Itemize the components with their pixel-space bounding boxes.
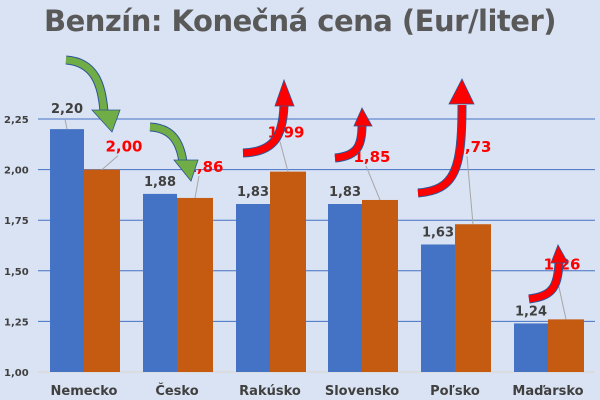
- category-label: Maďarsko: [512, 384, 583, 399]
- leader-line: [466, 156, 474, 225]
- leader-line: [101, 155, 119, 170]
- leader-line: [64, 119, 68, 130]
- arrow-shaft: [417, 104, 466, 197]
- arrow-head: [550, 244, 569, 264]
- arrow-shaft: [65, 56, 108, 113]
- chart-title: Benzín: Konečná cena (Eur/liter): [43, 4, 557, 38]
- bar-series1: [421, 244, 455, 372]
- bar-series1: [514, 323, 548, 372]
- bar-series1: [236, 204, 270, 372]
- y-tick-label: 1,50: [4, 267, 29, 278]
- bar-series1: [143, 193, 177, 372]
- bar-series2: [548, 319, 584, 372]
- bar-series2: [177, 197, 213, 372]
- category-label: Česko: [155, 383, 198, 399]
- y-tick-label: 1,00: [4, 368, 29, 379]
- green-arrow-down: [65, 55, 121, 133]
- bar-series2: [84, 169, 120, 372]
- arrow-outline: [417, 104, 467, 198]
- red-arrow-up: [417, 78, 475, 198]
- green-arrow-down: [149, 122, 199, 182]
- data-label-series1: 1,83: [237, 185, 269, 200]
- arrow-head: [91, 109, 121, 133]
- y-tick-label: 1,25: [4, 317, 29, 328]
- category-label: Poľsko: [430, 384, 480, 399]
- data-label-series1: 1,83: [329, 185, 361, 200]
- bar-series2: [455, 224, 491, 372]
- data-label-series2: 2,00: [105, 138, 142, 156]
- data-label-series1: 1,88: [144, 175, 176, 190]
- category-label: Rakúsko: [239, 384, 301, 399]
- arrow-head: [353, 107, 373, 127]
- category-label: Nemecko: [51, 384, 118, 399]
- y-tick-label: 1,75: [4, 216, 29, 227]
- category-label: Slovensko: [325, 384, 399, 399]
- arrow-shaft: [149, 123, 187, 163]
- red-arrow-up: [334, 107, 373, 163]
- data-label-series1: 2,20: [51, 102, 83, 117]
- arrow-shaft: [334, 124, 366, 162]
- red-arrow-up: [242, 78, 295, 158]
- arrow-shaft: [528, 261, 563, 303]
- leader-line: [279, 141, 289, 172]
- arrow-head: [448, 78, 475, 105]
- data-label-series1: 1,63: [422, 225, 454, 240]
- arrow-shaft: [242, 104, 288, 157]
- y-tick-label: 2,25: [4, 115, 29, 126]
- bar-series1: [50, 129, 84, 372]
- leader-line: [365, 165, 381, 201]
- bar-series1: [328, 204, 362, 372]
- red-arrow-up: [528, 244, 569, 304]
- arrow-head: [274, 78, 295, 107]
- arrow-head: [173, 159, 199, 182]
- bar-series2: [270, 171, 306, 372]
- bar-series2: [362, 199, 398, 372]
- y-tick-label: 2,00: [4, 166, 29, 177]
- data-label-series2: 1,85: [353, 148, 390, 166]
- leader-line: [194, 175, 200, 199]
- data-label-series1: 1,24: [515, 304, 547, 319]
